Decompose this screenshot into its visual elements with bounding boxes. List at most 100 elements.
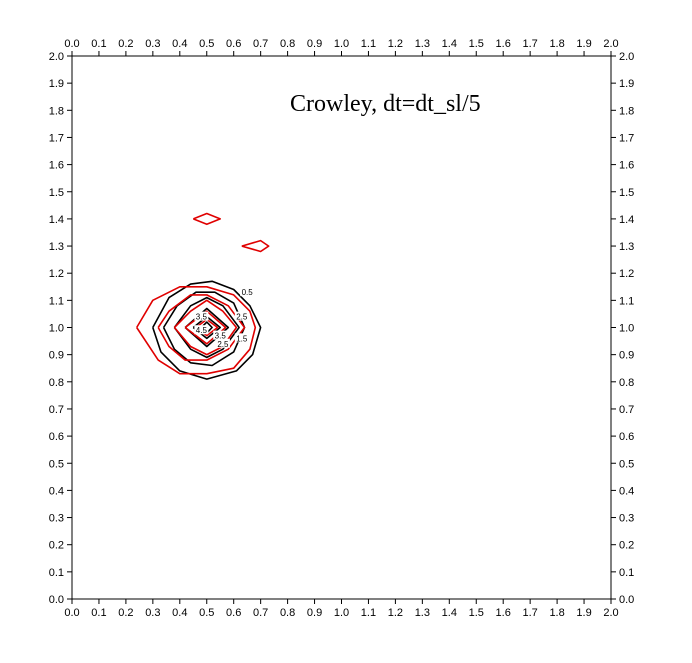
contour-label: 3.5	[196, 313, 208, 322]
y-tick-label-right: 1.8	[619, 105, 634, 117]
x-tick-label-top: 0.1	[91, 38, 106, 50]
x-tick-label: 1.4	[442, 607, 457, 619]
y-tick-label-right: 0.3	[619, 513, 634, 525]
x-tick-label-top: 1.3	[415, 38, 430, 50]
y-tick-label: 0.5	[49, 458, 64, 470]
y-tick-label-right: 1.2	[619, 268, 634, 280]
x-tick-label-top: 1.9	[576, 38, 591, 50]
x-tick-label: 0.5	[199, 607, 214, 619]
x-tick-label: 1.7	[523, 607, 538, 619]
x-tick-label-top: 1.2	[388, 38, 403, 50]
y-tick-label: 1.0	[49, 323, 64, 335]
x-tick-label-top: 0.0	[64, 38, 79, 50]
x-tick-label-top: 0.8	[280, 38, 295, 50]
y-tick-label: 0.8	[49, 377, 64, 389]
y-tick-label-right: 0.1	[619, 567, 634, 579]
y-tick-label: 1.1	[49, 295, 64, 307]
y-tick-label-right: 1.0	[619, 323, 634, 335]
contour-label-bg	[215, 338, 230, 348]
chart-title: Crowley, dt=dt_sl/5	[290, 91, 481, 117]
contour-label-bg	[240, 287, 255, 297]
y-tick-label-right: 1.7	[619, 132, 634, 144]
contour-label: 3.5	[215, 332, 227, 341]
red-contour-line	[136, 285, 257, 375]
x-tick-label: 0.1	[91, 607, 106, 619]
black-contour-line	[173, 296, 240, 359]
x-tick-label-top: 0.9	[307, 38, 322, 50]
x-tick-label-top: 1.4	[442, 38, 457, 50]
x-tick-label-top: 2.0	[603, 38, 618, 50]
x-tick-label-top: 0.2	[118, 38, 133, 50]
y-tick-label: 2.0	[49, 51, 64, 63]
y-tick-label-right: 1.5	[619, 187, 634, 199]
y-tick-label: 0.6	[49, 431, 64, 443]
y-tick-label: 0.9	[49, 350, 64, 362]
y-tick-label: 1.2	[49, 268, 64, 280]
x-tick-label-top: 1.7	[523, 38, 538, 50]
x-tick-label-top: 0.3	[145, 38, 160, 50]
contour-label: 2.5	[217, 340, 229, 349]
x-tick-label: 1.8	[549, 607, 564, 619]
y-tick-label: 0.1	[49, 567, 64, 579]
contour-lines	[136, 212, 270, 380]
red-contour-line	[173, 299, 238, 356]
x-tick-label: 2.0	[603, 607, 618, 619]
y-tick-label: 0.3	[49, 513, 64, 525]
contour-label-bg	[194, 311, 209, 321]
y-tick-label-right: 0.4	[619, 485, 634, 497]
y-axis-right: 0.0 0.1 0.2 0.3 0.4 0.5 0.6 0.7 0.8 0.9 1.0 1.1 1.2 1…	[611, 51, 634, 606]
contour-label-bg	[234, 333, 249, 343]
y-tick-label-right: 0.0	[619, 594, 634, 606]
y-tick-label-right: 0.8	[619, 377, 634, 389]
contour-label: 1.5	[236, 334, 248, 343]
x-tick-label: 0.3	[145, 607, 160, 619]
y-tick-label: 1.9	[49, 78, 64, 90]
x-axis-top: 0.0 0.1 0.2 0.3 0.4 0.5 0.6 0.7 0.8 0.9 1.0 1.1 1.2 1…	[64, 38, 619, 56]
x-tick-label: 1.1	[361, 607, 376, 619]
x-tick-label-top: 1.8	[549, 38, 564, 50]
x-tick-label: 0.9	[307, 607, 322, 619]
x-tick-label: 0.2	[118, 607, 133, 619]
y-tick-label-right: 1.6	[619, 160, 634, 172]
y-tick-label-right: 1.9	[619, 78, 634, 90]
y-axis-left: 0.0 0.1 0.2 0.3 0.4 0.5 0.6 0.7 0.8 0.9 1.0 1.1 1.2 1…	[49, 51, 72, 606]
contour-label: 0.5	[242, 288, 254, 297]
x-tick-label-top: 0.5	[199, 38, 214, 50]
x-tick-label-top: 1.6	[496, 38, 511, 50]
y-tick-label-right: 1.3	[619, 241, 634, 253]
y-tick-label-right: 0.9	[619, 350, 634, 362]
red-contour-line	[241, 239, 270, 253]
y-tick-label: 1.7	[49, 132, 64, 144]
x-tick-label-top: 1.5	[469, 38, 484, 50]
contour-label-bg	[194, 325, 209, 335]
contour-label: 2.5	[236, 313, 248, 322]
y-tick-label: 1.4	[49, 214, 64, 226]
y-tick-label-right: 2.0	[619, 51, 634, 63]
y-tick-label: 1.6	[49, 160, 64, 172]
black-contour-line	[152, 280, 262, 380]
red-contour-line	[193, 212, 221, 226]
x-tick-label: 0.6	[226, 607, 241, 619]
x-tick-label-top: 0.4	[172, 38, 187, 50]
y-tick-label: 0.2	[49, 540, 64, 552]
y-tick-label: 1.8	[49, 105, 64, 117]
y-tick-label: 0.7	[49, 404, 64, 416]
x-tick-label: 0.7	[253, 607, 268, 619]
x-tick-label-top: 0.7	[253, 38, 268, 50]
contour-label-bg	[234, 311, 249, 321]
y-tick-label: 1.3	[49, 241, 64, 253]
x-tick-label: 1.0	[334, 607, 349, 619]
y-tick-label-right: 0.5	[619, 458, 634, 470]
x-tick-label-top: 0.6	[226, 38, 241, 50]
contour-label: 4.5	[196, 326, 208, 335]
x-tick-label: 0.4	[172, 607, 187, 619]
y-tick-label-right: 0.6	[619, 431, 634, 443]
y-tick-label-right: 1.1	[619, 295, 634, 307]
x-tick-label: 1.9	[576, 607, 591, 619]
contour-labels: 0.52.53.54.53.5 1.52.5	[194, 287, 255, 349]
y-tick-label: 1.5	[49, 187, 64, 199]
x-tick-label: 1.3	[415, 607, 430, 619]
x-tick-label: 1.6	[496, 607, 511, 619]
x-tick-label: 1.2	[388, 607, 403, 619]
